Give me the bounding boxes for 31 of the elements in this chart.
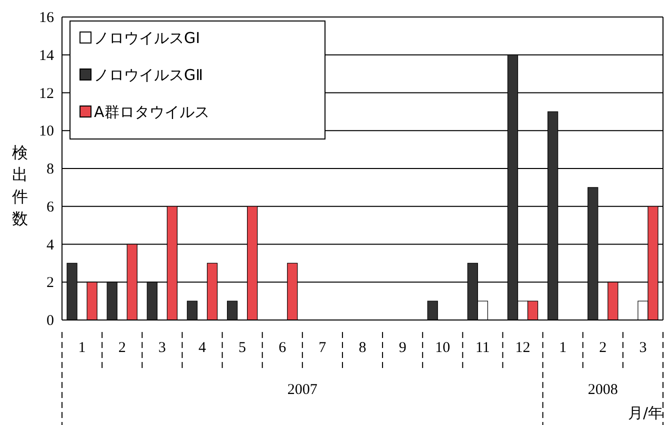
y-tick-label: 14 (39, 48, 54, 64)
x-tick-label: 3 (639, 340, 647, 356)
x-tick-label: 5 (238, 340, 246, 356)
y-axis-title: 検出件数 (12, 143, 28, 228)
x-tick-label: 11 (475, 340, 490, 356)
y-tick-label: 10 (39, 124, 54, 140)
y-tick-label: 16 (39, 10, 54, 26)
text: 2007 (287, 382, 318, 398)
y-tick-label: 8 (46, 162, 54, 178)
legend-label: ノロウイルスGⅠ (94, 29, 200, 47)
y-tick-label: 2 (46, 275, 54, 292)
x-tick-label: 1 (78, 340, 86, 356)
x-tick-label: 8 (358, 340, 366, 356)
x-tick-label: 7 (318, 340, 327, 356)
text: 月/年 (628, 404, 663, 422)
y-tick-label: 12 (39, 86, 54, 102)
x-tick-label: 9 (398, 340, 406, 356)
x-tick-label: 4 (198, 340, 206, 356)
x-tick-label: 2 (599, 340, 607, 356)
x-tick-label: 2 (118, 340, 126, 356)
x-tick-label: 1 (559, 340, 567, 356)
x-tick-label: 10 (435, 340, 450, 356)
x-tick-label: 3 (158, 340, 166, 356)
x-tick-label: 6 (278, 340, 287, 356)
text: 2008 (588, 382, 618, 398)
y-tick-label: 4 (46, 237, 54, 254)
y-tick-label: 0 (46, 313, 54, 329)
legend-label: ノロウイルスGⅡ (94, 66, 204, 84)
y-tick-label: 6 (46, 199, 54, 216)
x-tick-label: 12 (515, 340, 530, 356)
legend-label: A群ロタウイルス (94, 103, 210, 121)
